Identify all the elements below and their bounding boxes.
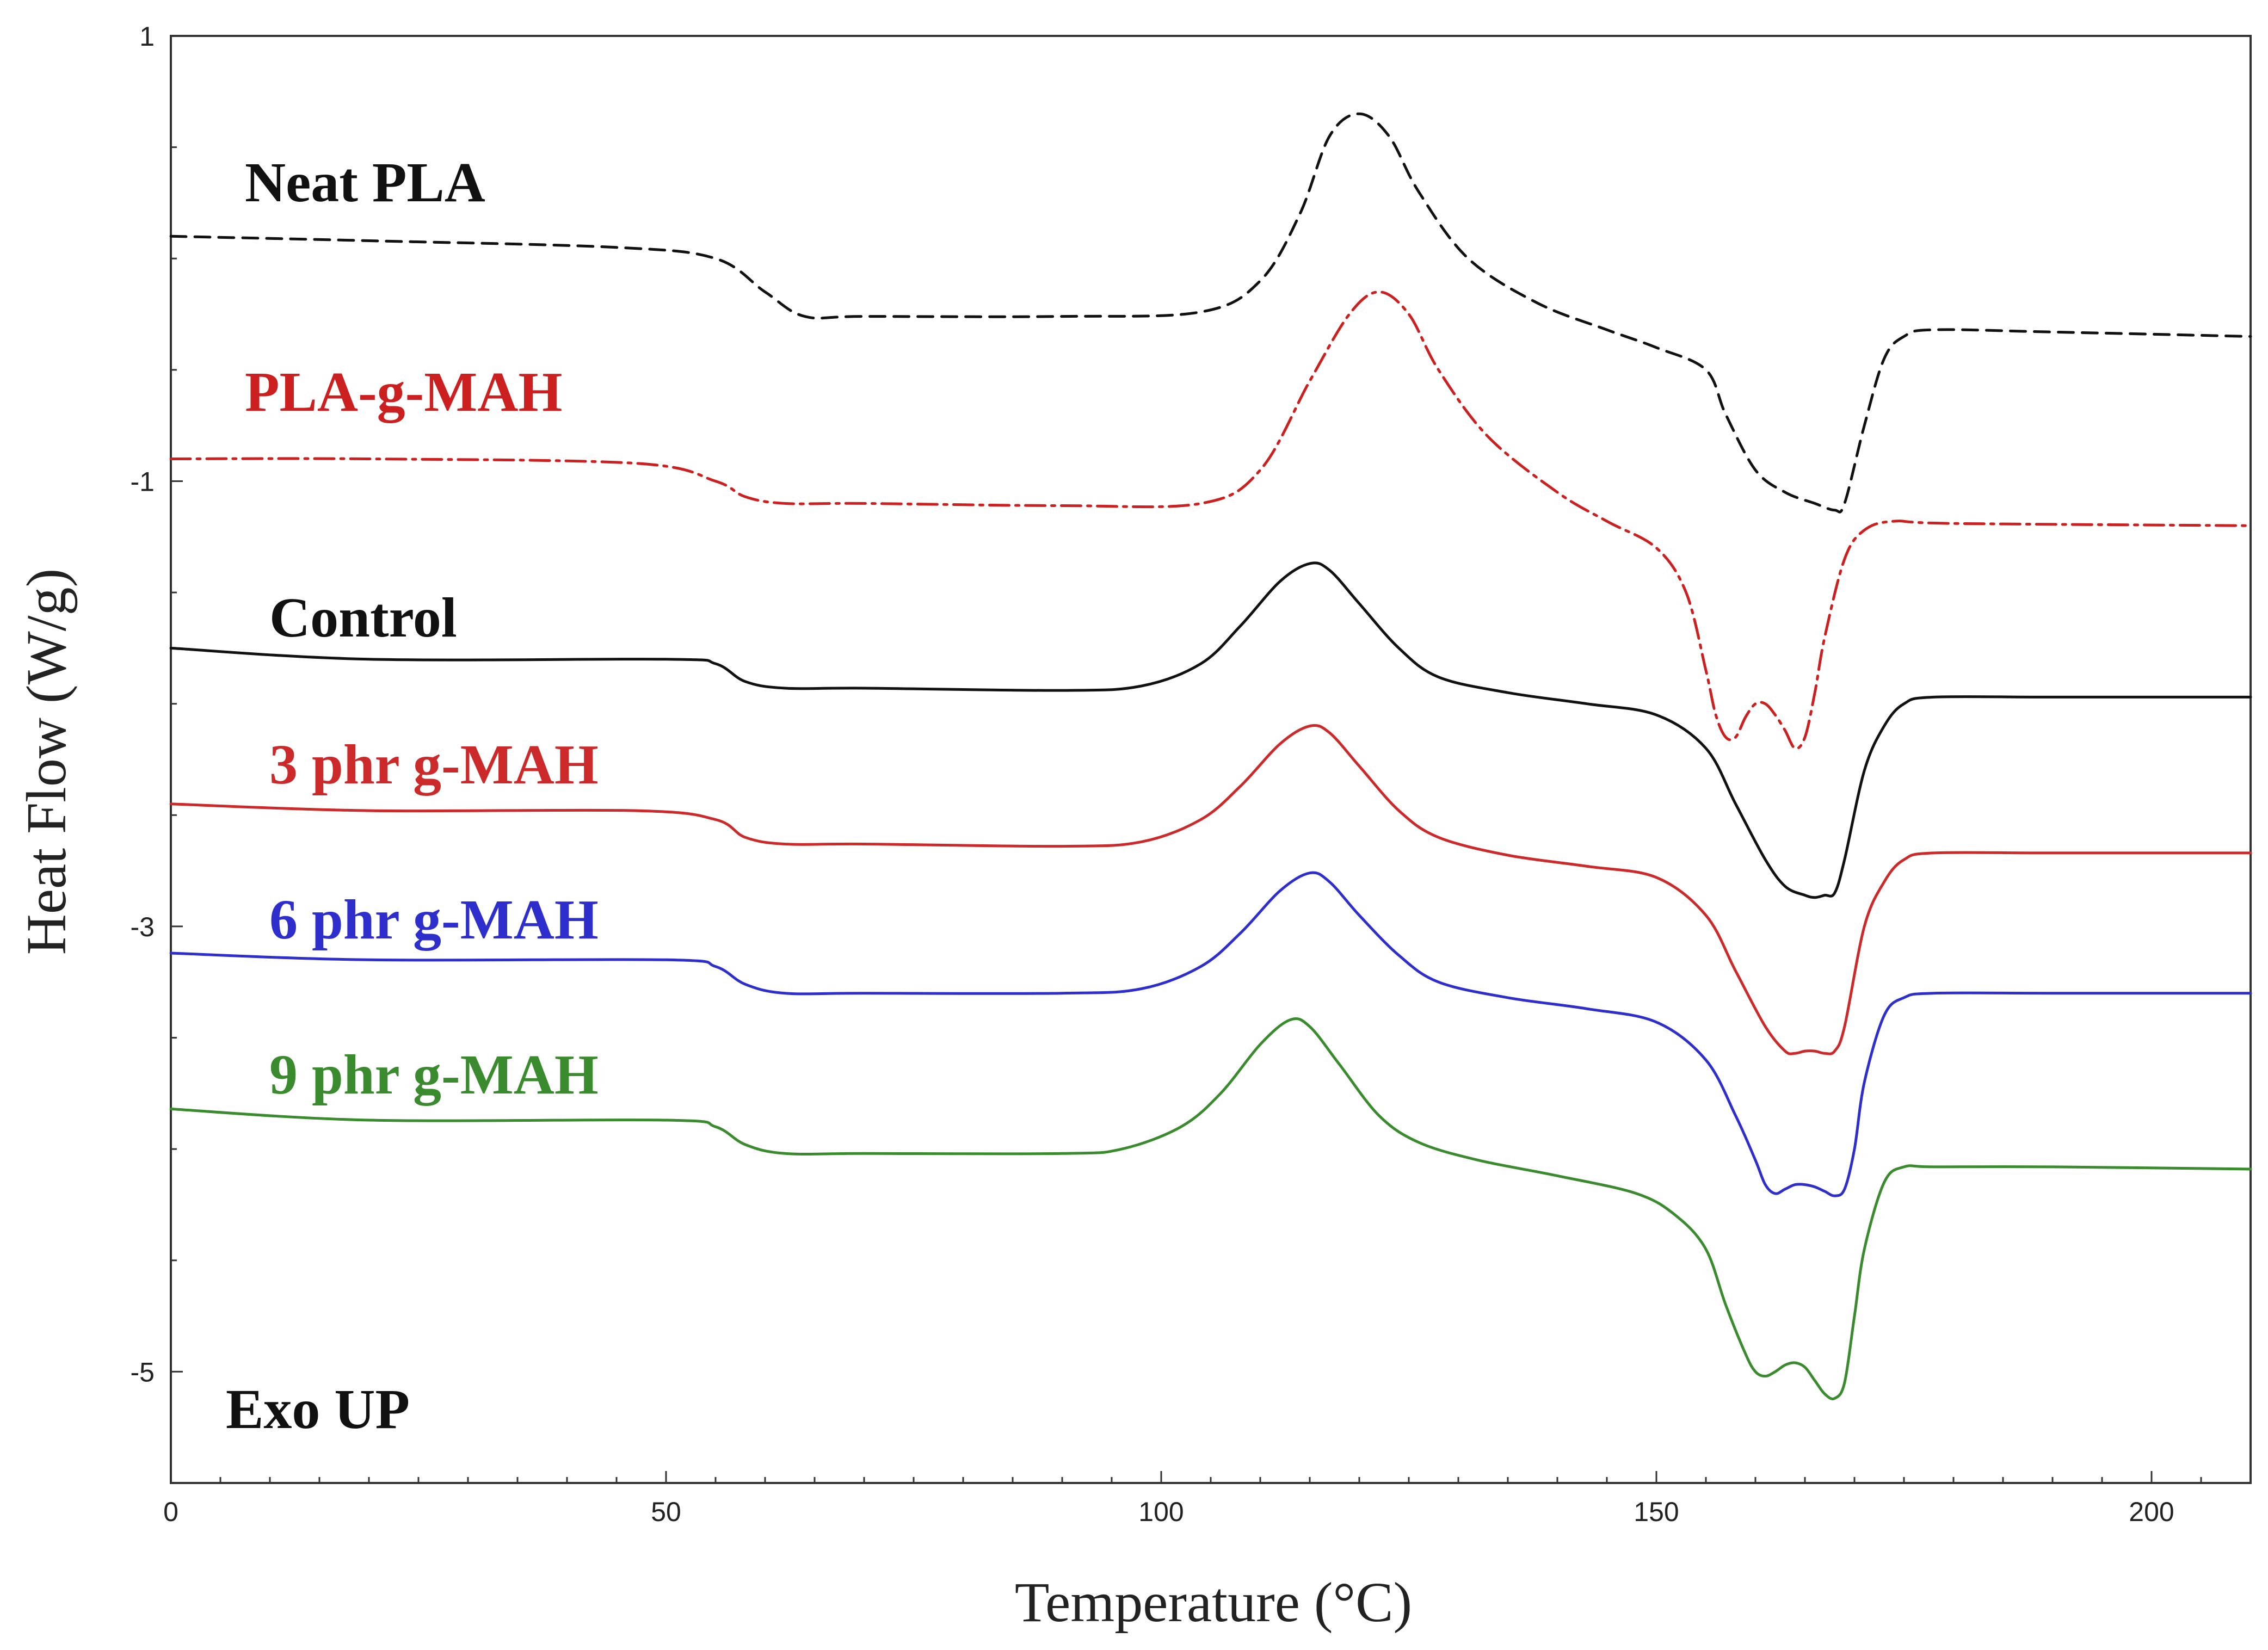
series-line-3-phr-g-mah (169, 724, 2252, 1055)
x-axis-ticks: 0 50 100 150 200 (163, 1471, 2252, 1527)
x-tick-label: 50 (651, 1497, 681, 1527)
y-tick-label: 1 (139, 21, 155, 52)
x-tick-label: 200 (2129, 1497, 2174, 1527)
series-line-9-phr-g-mah (169, 1017, 2252, 1400)
series-label-control: Control (269, 586, 457, 649)
series-line-neat-pla (169, 112, 2252, 514)
x-axis-title: Temperature (°C) (1015, 1571, 1412, 1634)
y-tick-label: -1 (131, 466, 155, 497)
series-label-9phr: 9 phr g-MAH (269, 1043, 599, 1106)
series-label-pla-g-mah: PLA-g-MAH (245, 361, 562, 423)
series-label-neat-pla: Neat PLA (245, 151, 485, 214)
exo-up-annotation: Exo UP (226, 1378, 410, 1441)
y-axis-title: Heat Flow (W/g) (15, 568, 78, 955)
series-label-3phr: 3 phr g-MAH (269, 733, 599, 796)
x-tick-label: 0 (163, 1497, 178, 1527)
y-tick-label: -5 (131, 1357, 155, 1387)
y-tick-label: -3 (131, 912, 155, 942)
series-label-6phr: 6 phr g-MAH (269, 888, 599, 951)
series-lines (169, 112, 2252, 1400)
series-line-6-phr-g-mah (169, 871, 2252, 1197)
x-tick-label: 100 (1138, 1497, 1184, 1527)
y-axis-ticks: 1 -1 -3 -5 (131, 21, 183, 1484)
series-line-control (169, 561, 2252, 899)
series-line-pla-g-mah (169, 291, 2252, 750)
x-tick-label: 150 (1634, 1497, 1679, 1527)
